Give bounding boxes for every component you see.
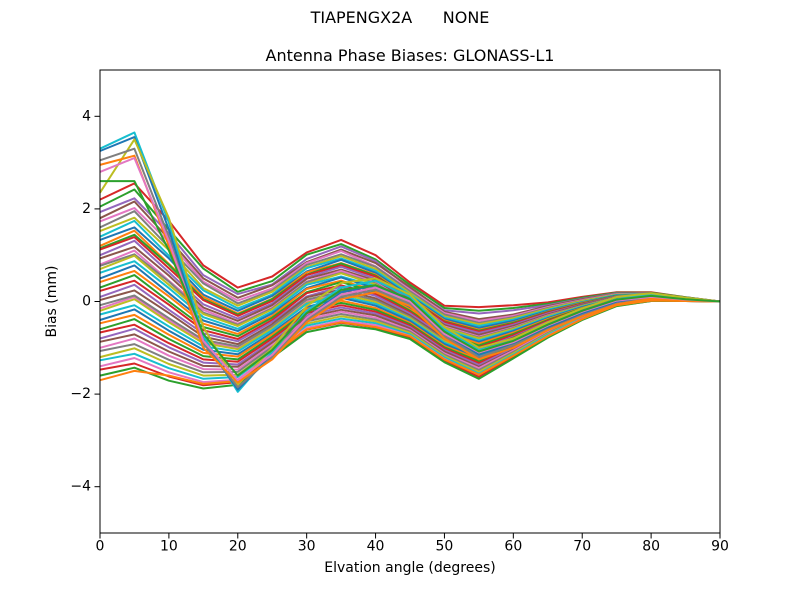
x-tick-label: 30 [298, 539, 316, 555]
y-tick-label: 4 [82, 108, 91, 124]
y-tick-label: −2 [70, 386, 91, 402]
y-axis-label: Bias (mm) [44, 265, 60, 337]
axes-title: Antenna Phase Biases: GLONASS-L1 [265, 46, 555, 65]
x-tick-label: 0 [96, 539, 105, 555]
y-tick-label: 0 [82, 294, 91, 310]
y-tick-label: 2 [82, 201, 91, 217]
x-tick-label: 80 [642, 539, 660, 555]
x-tick-label: 60 [504, 539, 522, 555]
x-tick-label: 10 [160, 539, 178, 555]
x-tick-label: 20 [229, 539, 247, 555]
series-line-47 [99, 154, 721, 384]
series-line-45 [99, 138, 721, 386]
x-tick-label: 40 [367, 539, 385, 555]
x-tick-label: 50 [436, 539, 454, 555]
y-tick-label: −4 [70, 479, 91, 495]
x-tick-label: 70 [573, 539, 591, 555]
x-axis-label: Elvation angle (degrees) [324, 560, 495, 576]
series-line-49 [100, 180, 721, 377]
figure-suptitle: TIAPENGX2A NONE [310, 8, 490, 27]
x-tick-label: 90 [711, 539, 729, 555]
